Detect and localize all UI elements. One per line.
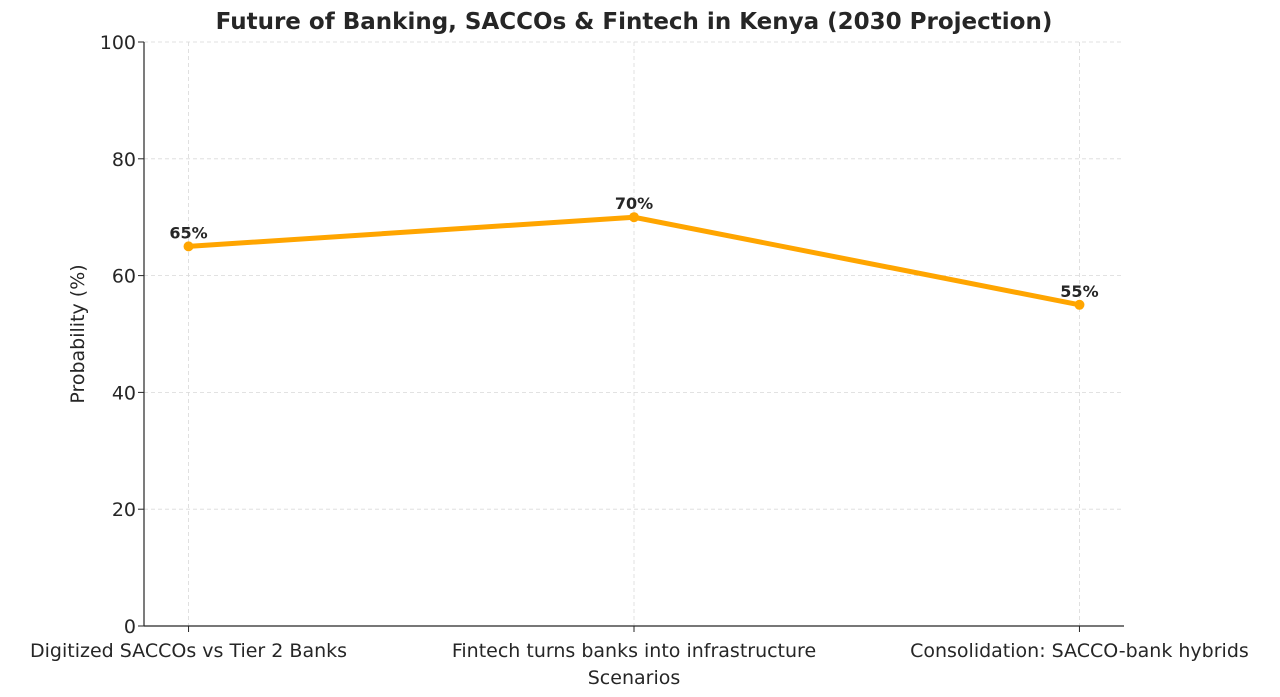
y-tick-label: 100 bbox=[100, 32, 136, 54]
grid bbox=[144, 41, 1124, 627]
x-tick-label: Digitized SACCOs vs Tier 2 Banks bbox=[30, 640, 347, 662]
data-point bbox=[1074, 299, 1085, 310]
series: 65% 70% 55% bbox=[169, 194, 1099, 310]
y-tick-label: 20 bbox=[112, 499, 136, 521]
x-tick-label: Consolidation: SACCO-bank hybrids bbox=[910, 640, 1249, 662]
x-axis-label: Scenarios bbox=[588, 667, 681, 689]
data-point bbox=[629, 212, 639, 223]
data-label: 65% bbox=[169, 223, 207, 242]
y-axis-label: Probability (%) bbox=[67, 264, 89, 403]
data-label: 55% bbox=[1060, 282, 1098, 301]
y-tick-label: 40 bbox=[112, 382, 136, 404]
y-tick-label: 80 bbox=[112, 149, 136, 171]
data-label: 70% bbox=[615, 194, 653, 213]
x-tick-label: Fintech turns banks into infrastructure bbox=[452, 640, 816, 662]
ticks: 0 20 40 60 80 100 Digitized SACCOs vs Tier 2 B… bbox=[30, 32, 1249, 662]
y-tick-label: 0 bbox=[124, 616, 136, 638]
chart-title: Future of Banking, SACCOs & Fintech in K… bbox=[216, 9, 1053, 35]
y-tick-label: 60 bbox=[112, 266, 136, 288]
data-point bbox=[183, 241, 194, 252]
